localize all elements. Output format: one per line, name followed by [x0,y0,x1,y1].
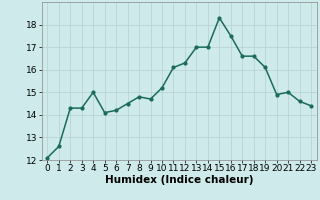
X-axis label: Humidex (Indice chaleur): Humidex (Indice chaleur) [105,175,253,185]
